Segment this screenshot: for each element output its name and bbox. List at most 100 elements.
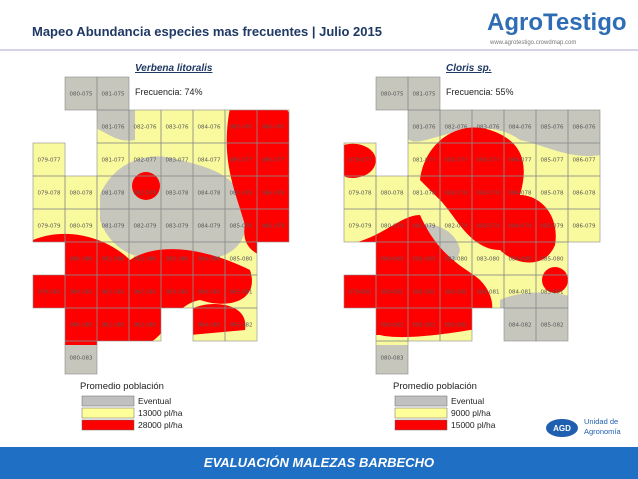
cell-label: 081-075: [102, 92, 125, 98]
cell-label: 082-082: [134, 323, 157, 329]
cell-label: 080-083: [381, 356, 404, 362]
cell-label: 084-076: [509, 125, 532, 131]
cell-border: [224, 307, 258, 342]
cell-label: 084-078: [509, 191, 532, 197]
cell-label: 086-076: [262, 125, 285, 131]
cell-label: 083-076: [477, 125, 500, 131]
cell-label: 085-080: [541, 257, 564, 263]
cell-label: 084-077: [198, 158, 221, 164]
legend-item: 13000 pl/ha: [138, 408, 183, 418]
cell-label: 082-081: [134, 290, 157, 296]
cell-label: 085-081: [230, 290, 253, 296]
map-title: Verbena litoralis: [135, 63, 213, 74]
logo: AgroTestigo: [487, 9, 627, 36]
cell-label: 084-081: [198, 290, 221, 296]
cell-label: 083-078: [166, 191, 189, 197]
cell-label: 080-080: [70, 257, 93, 263]
frequency: Frecuencia: 55%: [446, 87, 514, 97]
cell-label: 081-076: [102, 125, 125, 131]
cell-label: 086-077: [573, 158, 596, 164]
slide-title: Mapeo Abundancia especies mas frecuentes…: [32, 24, 382, 39]
cell-label: 079-081: [38, 290, 61, 296]
cell-label: 080-081: [381, 290, 404, 296]
cell-border: [439, 307, 473, 342]
cell-label: 085-081: [541, 290, 564, 296]
footer-bar: [0, 447, 638, 479]
cell-label: 082-077: [134, 158, 157, 164]
cell-label: 082-078: [445, 191, 468, 197]
legend-title: Promedio población: [80, 381, 164, 392]
cell-label: 079-078: [38, 191, 61, 197]
map-title: Cloris sp.: [446, 63, 492, 74]
cell-label: 079-081: [349, 290, 372, 296]
cell-border: [535, 307, 569, 342]
badge-unit: Agronomía: [584, 427, 622, 436]
cell-label: 083-079: [166, 224, 189, 230]
cell-label: 085-076: [230, 125, 253, 131]
cell-border: [128, 307, 162, 342]
cell-label: 084-078: [198, 191, 221, 197]
map: 080-075 081-075 081-076 082-076 083-076 084-0…: [343, 63, 601, 375]
legend-item: Eventual: [451, 396, 484, 406]
cell-label: 081-075: [413, 92, 436, 98]
cell-label: 081-077: [413, 158, 436, 164]
cell-border: [375, 340, 409, 375]
cell-label: 082-079: [445, 224, 468, 230]
cell-label: 085-076: [541, 125, 564, 131]
cell-label: 085-082: [230, 323, 253, 329]
cell-label: 079-077: [349, 158, 372, 164]
legend-item: 15000 pl/ha: [451, 420, 496, 430]
cell-label: 082-079: [134, 224, 157, 230]
cell-label: 084-077: [509, 158, 532, 164]
cell-label: 081-081: [413, 290, 436, 296]
cell-label: 080-079: [381, 224, 404, 230]
cell-label: 083-077: [166, 158, 189, 164]
footer: EVALUACIÓN MALEZAS BARBECHO: [204, 455, 434, 470]
cell-label: 080-083: [70, 356, 93, 362]
cell-label: 085-078: [230, 191, 253, 197]
cell-label: 085-079: [230, 224, 253, 230]
cell-label: 080-082: [381, 323, 404, 329]
cell-label: 082-080: [445, 257, 468, 263]
cell-label: 086-076: [573, 125, 596, 131]
cell-label: 081-078: [413, 191, 436, 197]
legend-title: Promedio población: [393, 381, 477, 392]
cell-label: 083-081: [477, 290, 500, 296]
cell-label: 086-079: [262, 224, 285, 230]
cell-label: 085-080: [230, 257, 253, 263]
cell-label: 080-079: [70, 224, 93, 230]
cell-label: 081-080: [102, 257, 125, 263]
cell-border: [567, 208, 601, 243]
cell-label: 080-082: [70, 323, 93, 329]
cell-label: 084-079: [198, 224, 221, 230]
cell-label: 079-078: [349, 191, 372, 197]
map: 080-075 081-075 081-076 082-076 083-076 084-0…: [32, 63, 290, 375]
cell-label: 084-082: [198, 323, 221, 329]
cell-label: 080-075: [381, 92, 404, 98]
cell-label: 082-081: [445, 290, 468, 296]
cell-label: 085-078: [541, 191, 564, 197]
cell-label: 085-079: [541, 224, 564, 230]
cell-label: 082-077: [445, 158, 468, 164]
cell-label: 086-079: [573, 224, 596, 230]
cell-label: 084-076: [198, 125, 221, 131]
cell-border: [64, 340, 98, 375]
cell-label: 085-082: [541, 323, 564, 329]
cell-label: 084-080: [198, 257, 221, 263]
cell-label: 085-077: [230, 158, 253, 164]
cell-label: 081-077: [102, 158, 125, 164]
frequency: Frecuencia: 74%: [135, 87, 203, 97]
cell-label: 082-082: [445, 323, 468, 329]
cell-label: 081-076: [413, 125, 436, 131]
cell-label: 080-078: [381, 191, 404, 197]
cell-label: 084-082: [509, 323, 532, 329]
cell-label: 081-081: [102, 290, 125, 296]
cell-label: 082-076: [445, 125, 468, 131]
cell-label: 083-081: [166, 290, 189, 296]
cell-label: 083-077: [477, 158, 500, 164]
cell-label: 081-078: [102, 191, 125, 197]
cell-label: 084-081: [509, 290, 532, 296]
cell-label: 085-077: [541, 158, 564, 164]
cell-label: 079-079: [38, 224, 61, 230]
